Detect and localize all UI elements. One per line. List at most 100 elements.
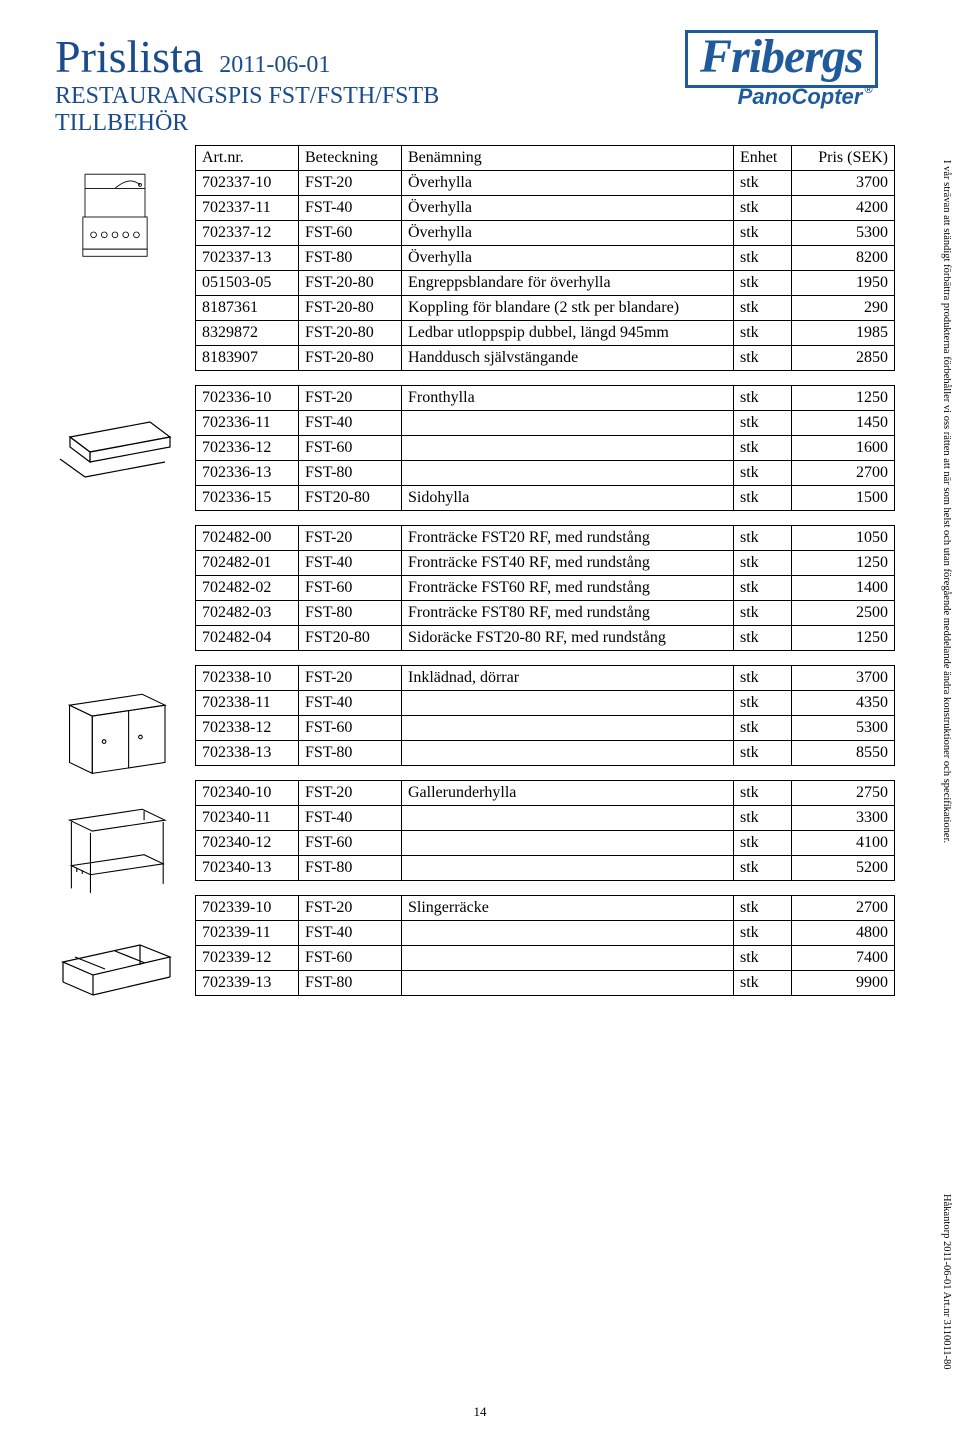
- cell-enh: stk: [734, 486, 792, 511]
- table-row: 702337-10FST-20Överhyllastk3700: [196, 171, 895, 196]
- cell-enh: stk: [734, 196, 792, 221]
- table-row: 702338-10FST-20Inklädnad, dörrarstk3700: [196, 666, 895, 691]
- product-sketch-icon: [55, 167, 175, 267]
- cell-art: 702339-11: [196, 921, 299, 946]
- cell-pris: 1250: [792, 626, 895, 651]
- cell-pris: 1985: [792, 321, 895, 346]
- cell-art: 702338-11: [196, 691, 299, 716]
- price-table-group: 702338-10FST-20Inklädnad, dörrarstk37007…: [195, 665, 915, 766]
- cell-pris: 5300: [792, 716, 895, 741]
- product-sketch-icon: [55, 917, 175, 1017]
- cell-ben: Fronträcke FST20 RF, med rundstång: [402, 526, 734, 551]
- logo-sub-text: PanoCopter: [685, 84, 915, 110]
- cell-ben: Sidoräcke FST20-80 RF, med rundstång: [402, 626, 734, 651]
- cell-ben: [402, 691, 734, 716]
- table-row: 702482-00FST-20Fronträcke FST20 RF, med …: [196, 526, 895, 551]
- cell-ben: Ledbar utloppspip dubbel, längd 945mm: [402, 321, 734, 346]
- disclaimer-vertical: I vår strävan att ständigt förbättra pro…: [938, 160, 952, 843]
- cell-bet: FST-20: [299, 171, 402, 196]
- cell-bet: FST-60: [299, 831, 402, 856]
- cell-bet: FST-40: [299, 551, 402, 576]
- cell-ben: [402, 971, 734, 996]
- cell-bet: FST-20: [299, 666, 402, 691]
- cell-pris: 3700: [792, 666, 895, 691]
- cell-bet: FST-20: [299, 386, 402, 411]
- subtitle-line2: TILLBEHÖR: [55, 110, 439, 137]
- cell-bet: FST-40: [299, 691, 402, 716]
- cell-pris: 4800: [792, 921, 895, 946]
- cell-pris: 3300: [792, 806, 895, 831]
- table-row: 702482-03FST-80Fronträcke FST80 RF, med …: [196, 601, 895, 626]
- cell-enh: stk: [734, 576, 792, 601]
- cell-art: 702339-10: [196, 896, 299, 921]
- cell-art: 702337-11: [196, 196, 299, 221]
- cell-enh: stk: [734, 626, 792, 651]
- cell-ben: Sidohylla: [402, 486, 734, 511]
- cell-art: 8187361: [196, 296, 299, 321]
- table-row: 702339-11FST-40stk4800: [196, 921, 895, 946]
- cell-art: 702336-11: [196, 411, 299, 436]
- cell-ben: [402, 716, 734, 741]
- cell-bet: FST-20: [299, 896, 402, 921]
- cell-ben: Engreppsblandare för överhylla: [402, 271, 734, 296]
- cell-pris: 2700: [792, 461, 895, 486]
- cell-pris: 8200: [792, 246, 895, 271]
- table-row: 702336-15FST20-80Sidohyllastk1500: [196, 486, 895, 511]
- cell-ben: Gallerunderhylla: [402, 781, 734, 806]
- cell-enh: stk: [734, 526, 792, 551]
- cell-enh: stk: [734, 921, 792, 946]
- footer-vertical: Håkantorp 2011-06-01 Art.nr 3110011-80: [941, 1194, 952, 1370]
- table-row: 702337-12FST-60Överhyllastk5300: [196, 221, 895, 246]
- cell-art: 702338-13: [196, 741, 299, 766]
- cell-ben: Överhylla: [402, 196, 734, 221]
- cell-enh: stk: [734, 971, 792, 996]
- cell-pris: 1400: [792, 576, 895, 601]
- cell-enh: stk: [734, 856, 792, 881]
- price-table: 702336-10FST-20Fronthyllastk1250702336-1…: [195, 385, 895, 511]
- cell-enh: stk: [734, 271, 792, 296]
- cell-ben: [402, 806, 734, 831]
- brand-logo: Fribergs PanoCopter: [685, 30, 915, 125]
- cell-bet: FST-20-80: [299, 296, 402, 321]
- col-header-ben: Benämning: [402, 146, 734, 171]
- cell-enh: stk: [734, 691, 792, 716]
- logo-main-text: Fribergs: [685, 30, 878, 88]
- cell-pris: 9900: [792, 971, 895, 996]
- cell-ben: Överhylla: [402, 246, 734, 271]
- cell-pris: 2500: [792, 601, 895, 626]
- cell-ben: Koppling för blandare (2 stk per blandar…: [402, 296, 734, 321]
- table-row: 051503-05FST-20-80Engreppsblandare för ö…: [196, 271, 895, 296]
- cell-pris: 2850: [792, 346, 895, 371]
- cell-art: 702340-10: [196, 781, 299, 806]
- cell-enh: stk: [734, 411, 792, 436]
- cell-pris: 3700: [792, 171, 895, 196]
- col-header-pris: Pris (SEK): [792, 146, 895, 171]
- cell-enh: stk: [734, 831, 792, 856]
- cell-ben: Fronträcke FST80 RF, med rundstång: [402, 601, 734, 626]
- cell-ben: [402, 461, 734, 486]
- cell-art: 702336-12: [196, 436, 299, 461]
- cell-bet: FST-80: [299, 246, 402, 271]
- cell-art: 702337-13: [196, 246, 299, 271]
- cell-art: 702340-13: [196, 856, 299, 881]
- subtitle-line1: RESTAURANGSPIS FST/FSTH/FSTB: [55, 83, 439, 110]
- page-number: 14: [474, 1404, 487, 1420]
- cell-bet: FST-60: [299, 221, 402, 246]
- price-table-group: 702340-10FST-20Gallerunderhyllastk275070…: [195, 780, 915, 881]
- cell-pris: 290: [792, 296, 895, 321]
- cell-pris: 7400: [792, 946, 895, 971]
- table-row: 702482-02FST-60Fronträcke FST60 RF, med …: [196, 576, 895, 601]
- price-table: 702482-00FST-20Fronträcke FST20 RF, med …: [195, 525, 895, 651]
- cell-ben: Överhylla: [402, 171, 734, 196]
- cell-bet: FST-20: [299, 526, 402, 551]
- cell-bet: FST-20-80: [299, 271, 402, 296]
- table-row: 702340-11FST-40stk3300: [196, 806, 895, 831]
- cell-pris: 4350: [792, 691, 895, 716]
- cell-bet: FST-20-80: [299, 346, 402, 371]
- cell-art: 702338-10: [196, 666, 299, 691]
- cell-art: 702482-00: [196, 526, 299, 551]
- price-table-group: 702482-00FST-20Fronträcke FST20 RF, med …: [195, 525, 915, 651]
- cell-pris: 1250: [792, 386, 895, 411]
- cell-enh: stk: [734, 246, 792, 271]
- cell-art: 702482-04: [196, 626, 299, 651]
